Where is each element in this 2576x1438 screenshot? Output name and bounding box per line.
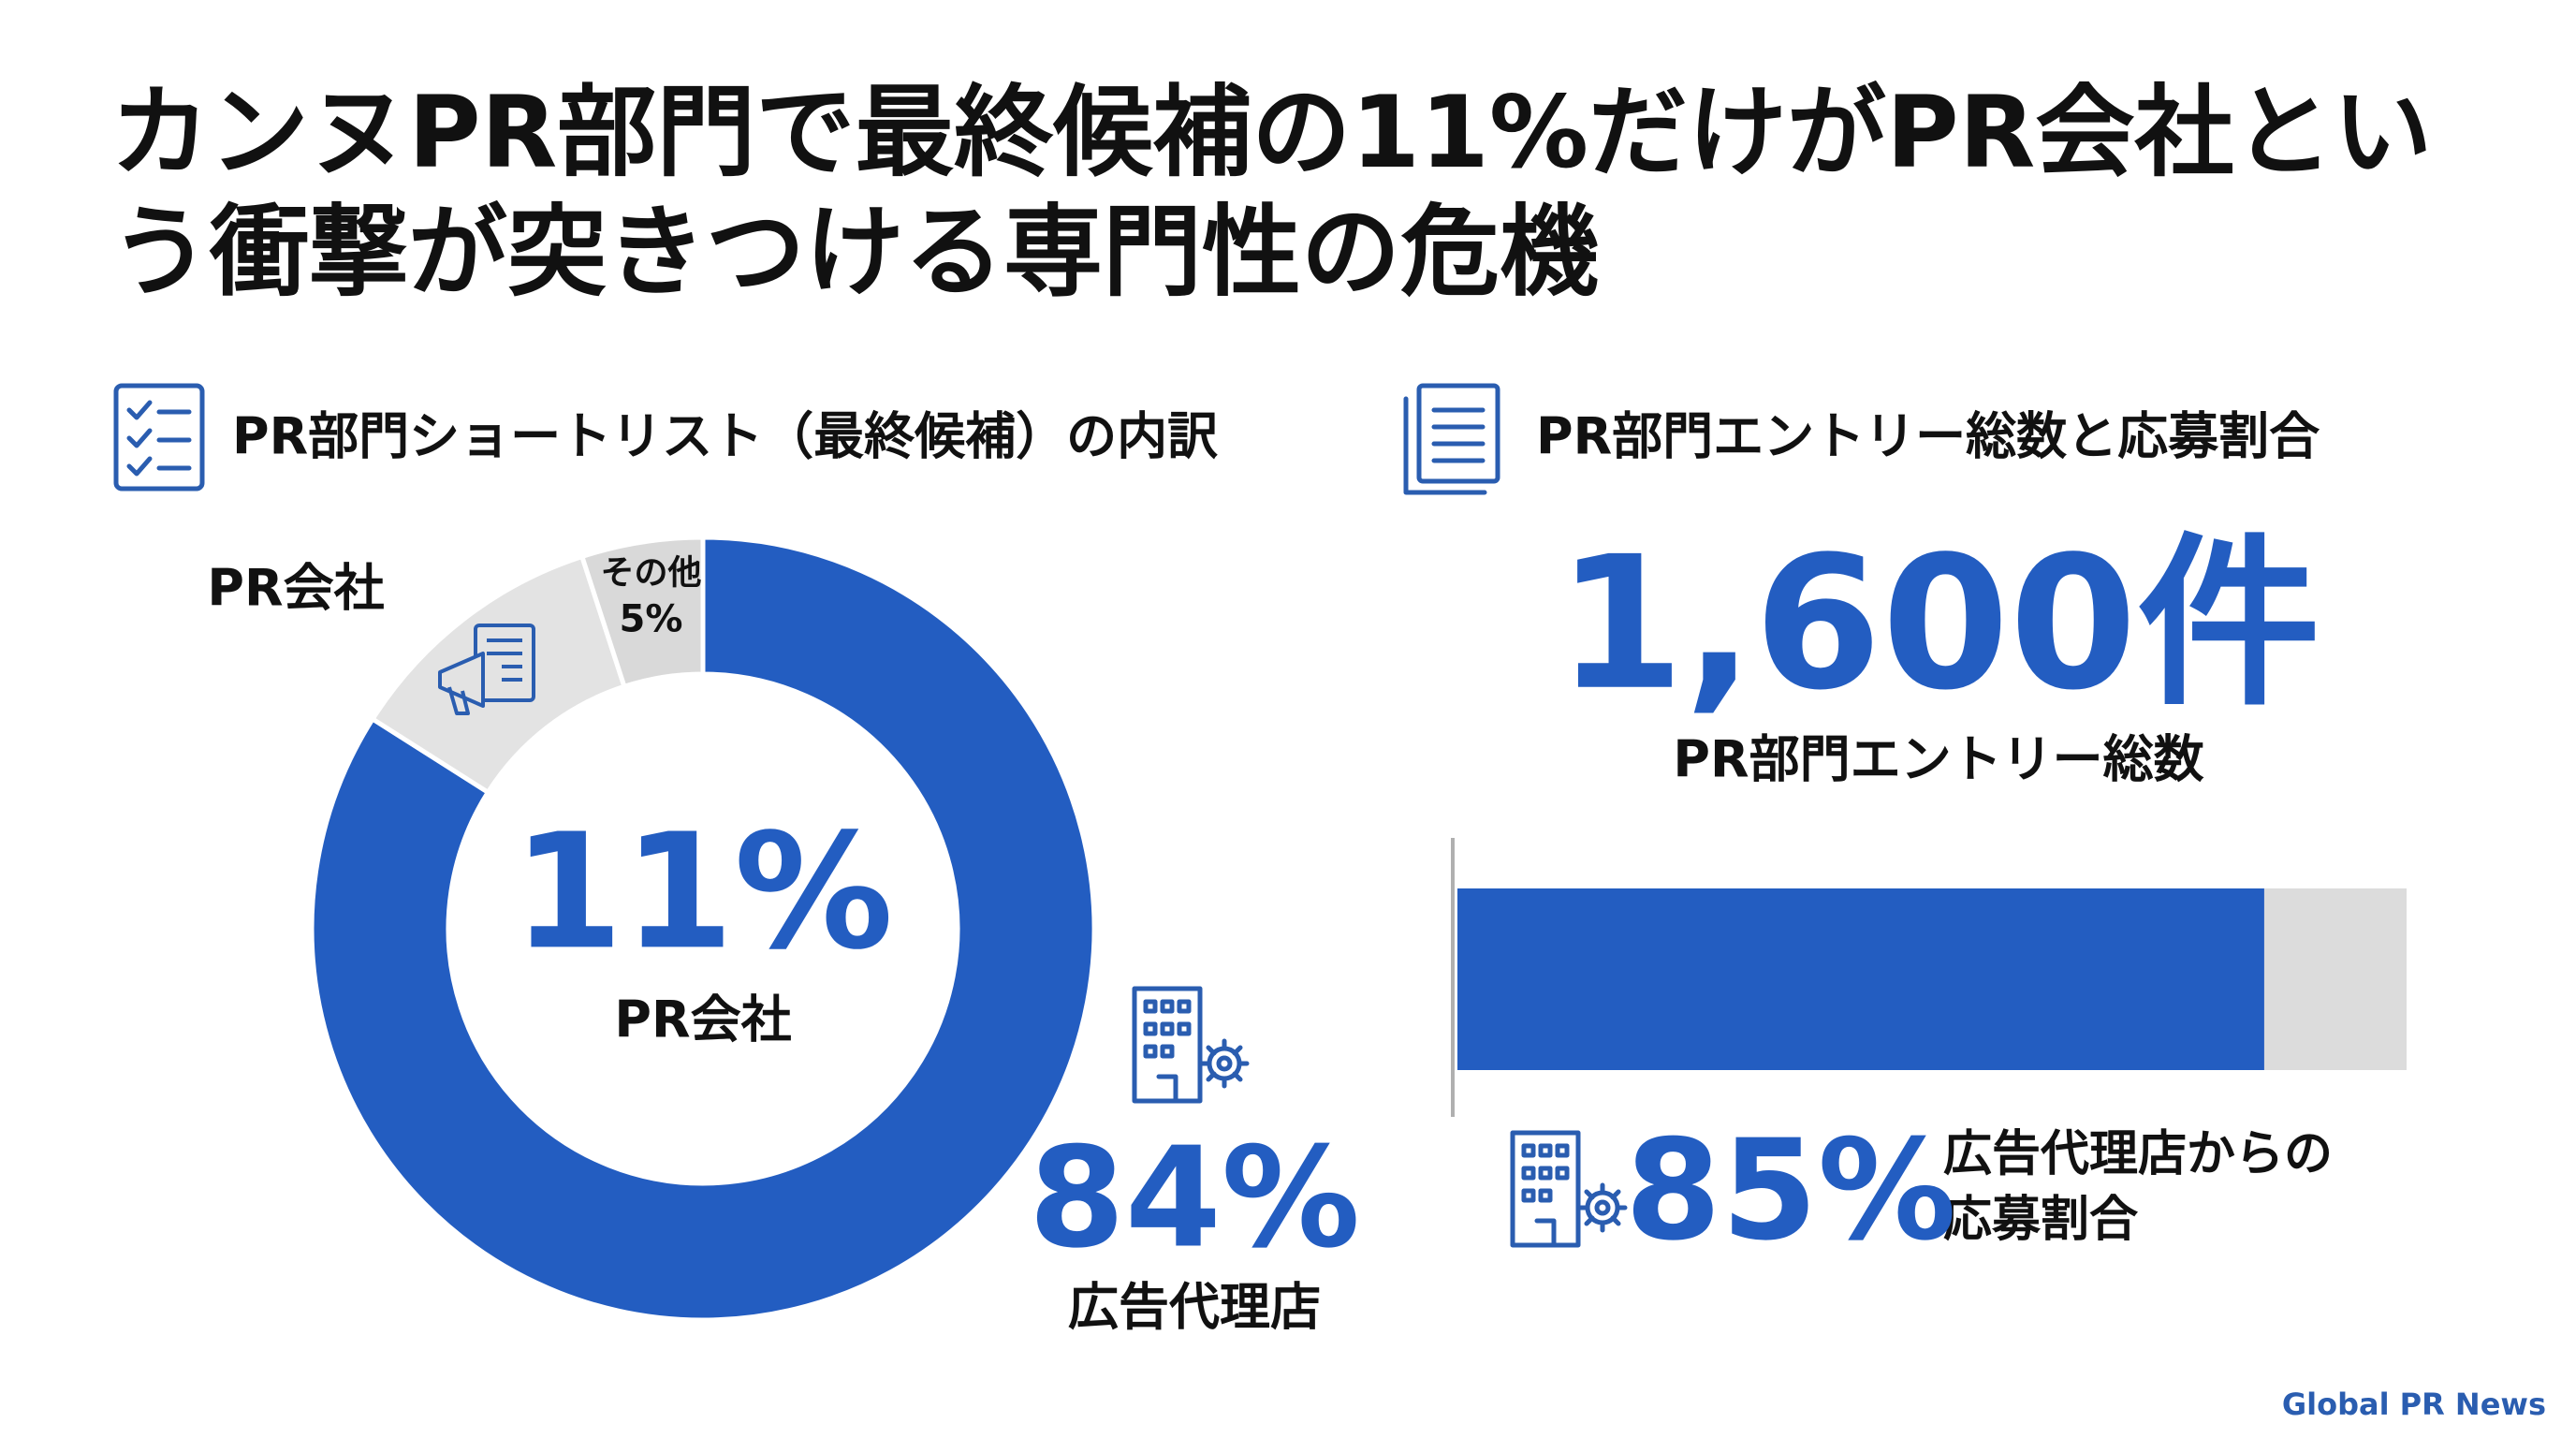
- section-subtitle: PR部門エントリー総数と応募割合: [1536, 407, 2320, 466]
- megaphone-icon: [438, 624, 535, 715]
- center-category-label: PR会社: [614, 990, 791, 1049]
- building-icon: [1510, 1130, 1628, 1248]
- center-value-label: 11%: [513, 800, 894, 985]
- total-value: 1,600件: [1557, 518, 2320, 731]
- value-label: 5%: [620, 597, 683, 640]
- total-caption: PR部門エントリー総数: [1673, 730, 2203, 789]
- category-label: その他: [600, 553, 701, 592]
- bar-category-label: 広告代理店からの応募割合: [1943, 1126, 2334, 1248]
- bar: [1457, 888, 2264, 1070]
- category-label: 広告代理店: [1068, 1278, 1321, 1337]
- footer-brand: Global PR News: [2282, 1387, 2546, 1422]
- donut-slice: [309, 535, 1097, 1323]
- section-subtitle: PR部門ショートリスト（最終候補）の内訳: [232, 407, 1218, 466]
- value-label: 84%: [1029, 1118, 1360, 1279]
- checklist-icon: [113, 383, 205, 492]
- category-label: PR会社: [207, 559, 384, 618]
- page-title: カンヌPR部門で最終候補の11%だけがPR会社という衝撃が突きつける専門性の危機: [110, 75, 2433, 310]
- document-icon: [1403, 383, 1500, 495]
- donut-slice: [578, 535, 706, 690]
- building-icon: [1132, 986, 1250, 1104]
- value-label: 85%: [1625, 1110, 1956, 1271]
